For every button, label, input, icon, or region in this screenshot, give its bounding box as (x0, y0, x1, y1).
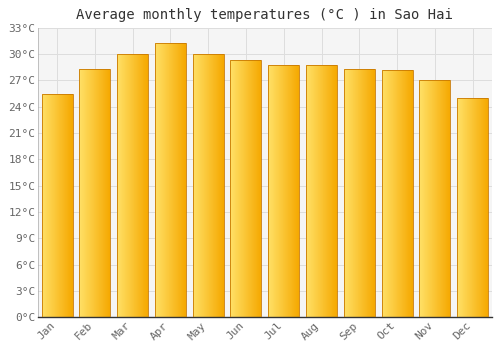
Bar (268, 65, 300, 317)
Bar (80, 69, 110, 317)
Bar (42, 93, 72, 317)
Bar (117, 54, 148, 317)
Bar (192, 54, 224, 317)
Bar (344, 69, 375, 317)
Bar (420, 80, 450, 317)
Title: Average monthly temperatures (°C ) in Sao Hai: Average monthly temperatures (°C ) in Sa… (76, 8, 454, 22)
Bar (306, 65, 337, 317)
Bar (155, 43, 186, 317)
Bar (382, 70, 412, 317)
Bar (230, 60, 262, 317)
Bar (458, 98, 488, 317)
